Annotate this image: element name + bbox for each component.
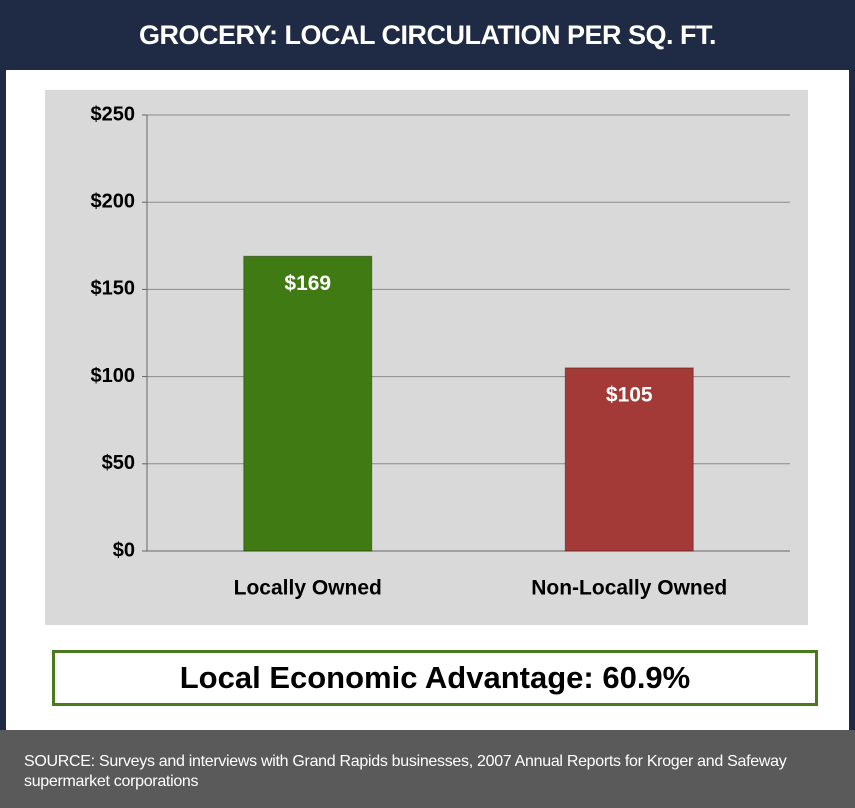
y-tick-label: $100: [91, 365, 136, 387]
y-tick-label: $200: [91, 190, 136, 212]
chart: $0 $50 $100 $150 $200 $250 Locally Owned $169 No…: [45, 90, 808, 625]
bar: [564, 367, 694, 552]
source: SOURCE: Surveys and interviews with Gran…: [0, 730, 855, 808]
frame: [0, 0, 855, 730]
y-tick-label: $0: [113, 539, 135, 561]
y-tick-label: $250: [91, 103, 136, 125]
x-tick-label: Non-Locally Owned: [531, 577, 727, 600]
data-label: $105: [606, 383, 653, 406]
annotation: Local Economic Advantage: 60.9%: [52, 650, 818, 706]
bar: [243, 255, 373, 552]
x-tick-label: Locally Owned: [234, 577, 382, 600]
data-label: $169: [284, 272, 331, 295]
y-tick-label: $150: [91, 278, 136, 300]
chart-title: GROCERY: LOCAL CIRCULATION PER SQ. FT.: [0, 0, 855, 70]
y-tick-label: $50: [102, 452, 135, 474]
